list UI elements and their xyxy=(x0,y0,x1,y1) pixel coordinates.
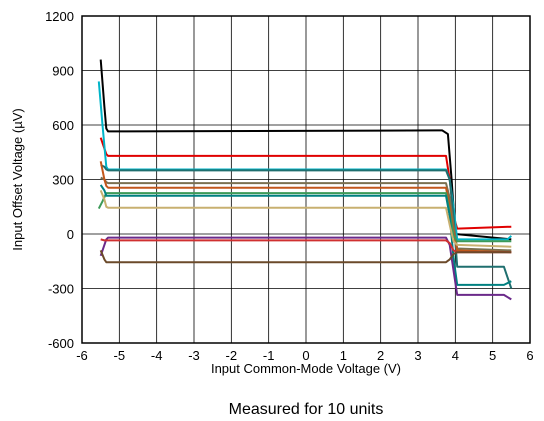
x-tick-label: -2 xyxy=(226,348,238,363)
x-tick-label: -5 xyxy=(114,348,126,363)
series-line-9 xyxy=(99,190,512,248)
series-line-11 xyxy=(100,238,512,254)
y-tick-labels: -600 -300 0 300 600 900 1200 xyxy=(45,9,74,351)
chart-caption: Measured for 10 units xyxy=(229,401,384,418)
series-line-12 xyxy=(99,250,512,264)
series-line-4 xyxy=(100,164,513,289)
x-tick-label: 2 xyxy=(377,348,384,363)
x-tick-labels: -6 -5 -4 -3 -2 -1 0 1 2 3 4 5 6 xyxy=(76,348,533,363)
y-tick-label: 300 xyxy=(52,173,74,188)
x-tick-label: 6 xyxy=(526,348,533,363)
plot-frame xyxy=(81,15,531,344)
x-tick-label: 5 xyxy=(489,348,496,363)
x-tick-label: -3 xyxy=(188,348,200,363)
x-tick-label: 1 xyxy=(340,348,347,363)
y-tick-label: -300 xyxy=(48,282,74,297)
x-tick-label: -6 xyxy=(76,348,88,363)
y-tick-label: 600 xyxy=(52,118,74,133)
x-axis-title: Input Common-Mode Voltage (V) xyxy=(211,361,401,376)
x-tick-label: -1 xyxy=(263,348,275,363)
x-tick-label: -4 xyxy=(151,348,163,363)
x-tick-label: 0 xyxy=(302,348,309,363)
series-layer xyxy=(97,59,513,301)
x-tick-label: 4 xyxy=(452,348,459,363)
y-tick-label: 0 xyxy=(67,227,74,242)
y-tick-label: -600 xyxy=(48,336,74,351)
series-line-8 xyxy=(99,184,512,286)
y-axis-title: Input Offset Voltage (µV) xyxy=(10,108,25,250)
x-tick-label: 3 xyxy=(414,348,421,363)
y-tick-label: 900 xyxy=(52,64,74,79)
y-tick-label: 1200 xyxy=(45,9,74,24)
series-line-6 xyxy=(99,161,512,254)
